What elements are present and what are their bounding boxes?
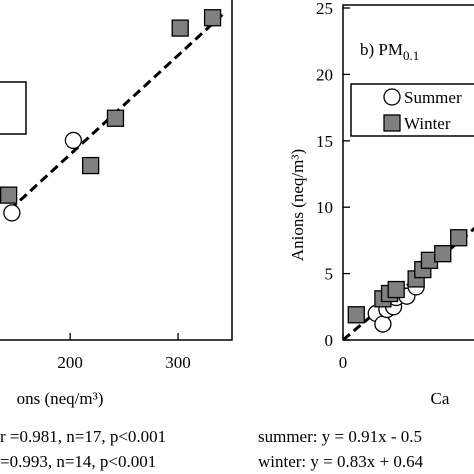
y-tick-label: 20 <box>316 65 333 84</box>
square-point <box>203 9 222 27</box>
square-point <box>171 19 189 37</box>
left-frame <box>0 0 233 341</box>
legend-label: Winter <box>404 114 451 133</box>
panel-title: b) PM0.1 <box>360 40 419 63</box>
square-point <box>450 229 468 247</box>
x-axis-label: Ca <box>431 389 450 408</box>
stats-text: winter: y = 0.83x + 0.64 <box>258 452 424 471</box>
title-sub: 0.1 <box>403 48 419 63</box>
left-legend-box <box>0 81 27 135</box>
x-axis-label: ons (neq/m³) <box>17 389 104 408</box>
y-tick-label: 25 <box>316 0 333 18</box>
title-main: b) PM <box>360 40 403 59</box>
circle-point <box>383 88 401 106</box>
y-tick-label: 0 <box>325 331 334 350</box>
circle-point <box>3 204 21 222</box>
circle-point <box>374 315 392 333</box>
square-point <box>81 156 100 175</box>
y-tick-label: 15 <box>316 132 333 151</box>
y-tick-label: 5 <box>325 265 334 284</box>
x-tick-label: 300 <box>165 353 191 372</box>
right-legend-box <box>350 83 474 137</box>
square-point <box>383 114 401 132</box>
legend-label: Summer <box>404 88 462 107</box>
square-point <box>387 280 405 299</box>
square-point <box>434 245 452 263</box>
x-tick-label: 0 <box>339 353 348 372</box>
y-axis-label: Anions (neq/m³) <box>288 149 307 261</box>
x-tick-label: 200 <box>57 353 83 372</box>
square-point <box>0 186 18 204</box>
square-point <box>106 109 125 127</box>
stats-text: summer: y = 0.91x - 0.5 <box>258 427 422 446</box>
y-tick-label: 10 <box>316 198 333 217</box>
stats-text: r =0.981, n=17, p<0.001 <box>0 427 166 446</box>
circle-point <box>64 131 83 150</box>
square-point <box>347 306 365 324</box>
right-frame <box>342 4 474 341</box>
stats-text: =0.993, n=14, p<0.001 <box>0 452 156 471</box>
